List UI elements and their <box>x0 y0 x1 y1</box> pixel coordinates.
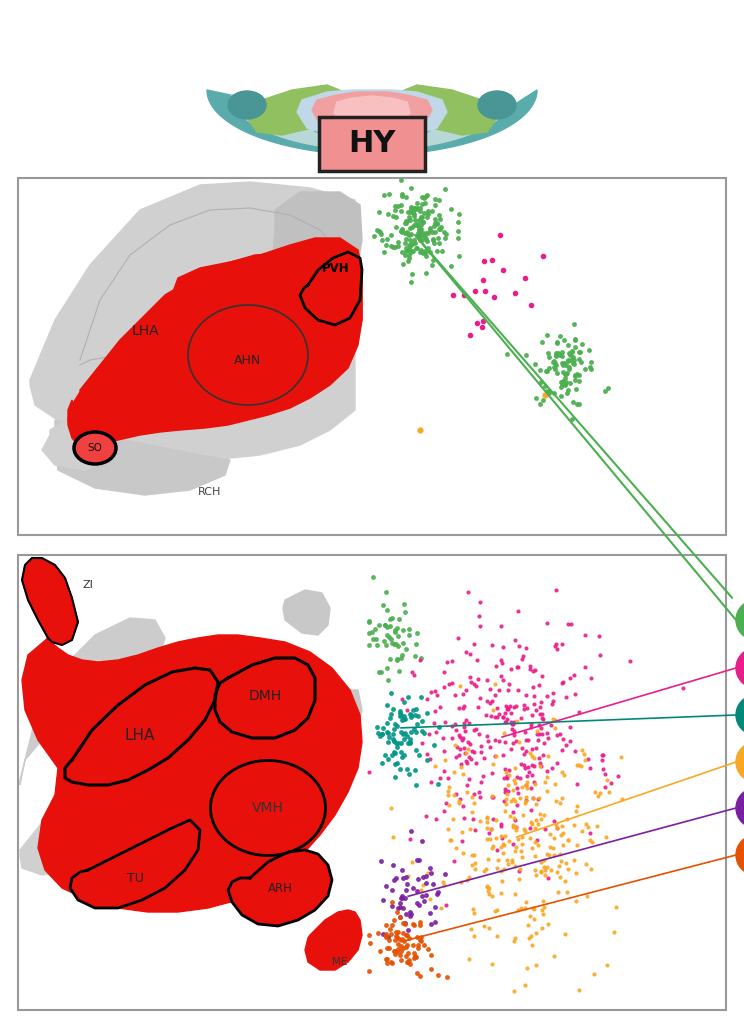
Ellipse shape <box>228 91 266 119</box>
Text: VMH: VMH <box>252 801 284 815</box>
Polygon shape <box>22 635 362 912</box>
Polygon shape <box>297 90 447 135</box>
Polygon shape <box>70 820 200 908</box>
Polygon shape <box>42 415 110 470</box>
Polygon shape <box>207 90 537 155</box>
Polygon shape <box>20 618 165 785</box>
Polygon shape <box>334 96 410 128</box>
Polygon shape <box>228 850 332 926</box>
FancyBboxPatch shape <box>319 117 425 171</box>
Polygon shape <box>22 558 78 645</box>
Text: PVH: PVH <box>322 262 350 275</box>
Text: LHA: LHA <box>131 324 158 338</box>
Circle shape <box>736 742 744 782</box>
Text: LHA: LHA <box>125 728 155 743</box>
Polygon shape <box>312 92 432 136</box>
Polygon shape <box>20 698 260 874</box>
Text: DMH: DMH <box>248 689 281 703</box>
Circle shape <box>736 648 744 688</box>
Polygon shape <box>283 590 330 635</box>
Polygon shape <box>170 238 362 390</box>
Polygon shape <box>68 252 362 435</box>
Circle shape <box>736 600 744 640</box>
Text: SO: SO <box>88 443 103 453</box>
Text: RCH: RCH <box>199 487 222 497</box>
FancyBboxPatch shape <box>18 178 726 535</box>
Text: ZI: ZI <box>83 580 94 590</box>
Ellipse shape <box>74 432 116 464</box>
Circle shape <box>736 788 744 828</box>
Ellipse shape <box>211 761 326 855</box>
Polygon shape <box>232 95 512 150</box>
Text: HY: HY <box>348 129 396 159</box>
Text: TU: TU <box>126 872 144 885</box>
Circle shape <box>736 695 744 735</box>
Polygon shape <box>68 248 362 445</box>
Text: AHN: AHN <box>234 353 262 367</box>
Circle shape <box>736 835 744 874</box>
Polygon shape <box>55 420 230 495</box>
Polygon shape <box>240 690 362 800</box>
Polygon shape <box>30 182 355 460</box>
Text: ARH: ARH <box>268 882 292 895</box>
Ellipse shape <box>188 305 308 406</box>
Polygon shape <box>247 85 362 135</box>
Text: ME: ME <box>333 957 347 967</box>
Polygon shape <box>305 910 362 970</box>
FancyBboxPatch shape <box>18 555 726 1010</box>
Polygon shape <box>65 668 218 785</box>
Ellipse shape <box>478 91 516 119</box>
Polygon shape <box>382 85 497 135</box>
Polygon shape <box>300 252 362 325</box>
Polygon shape <box>272 193 362 325</box>
Polygon shape <box>215 658 315 738</box>
